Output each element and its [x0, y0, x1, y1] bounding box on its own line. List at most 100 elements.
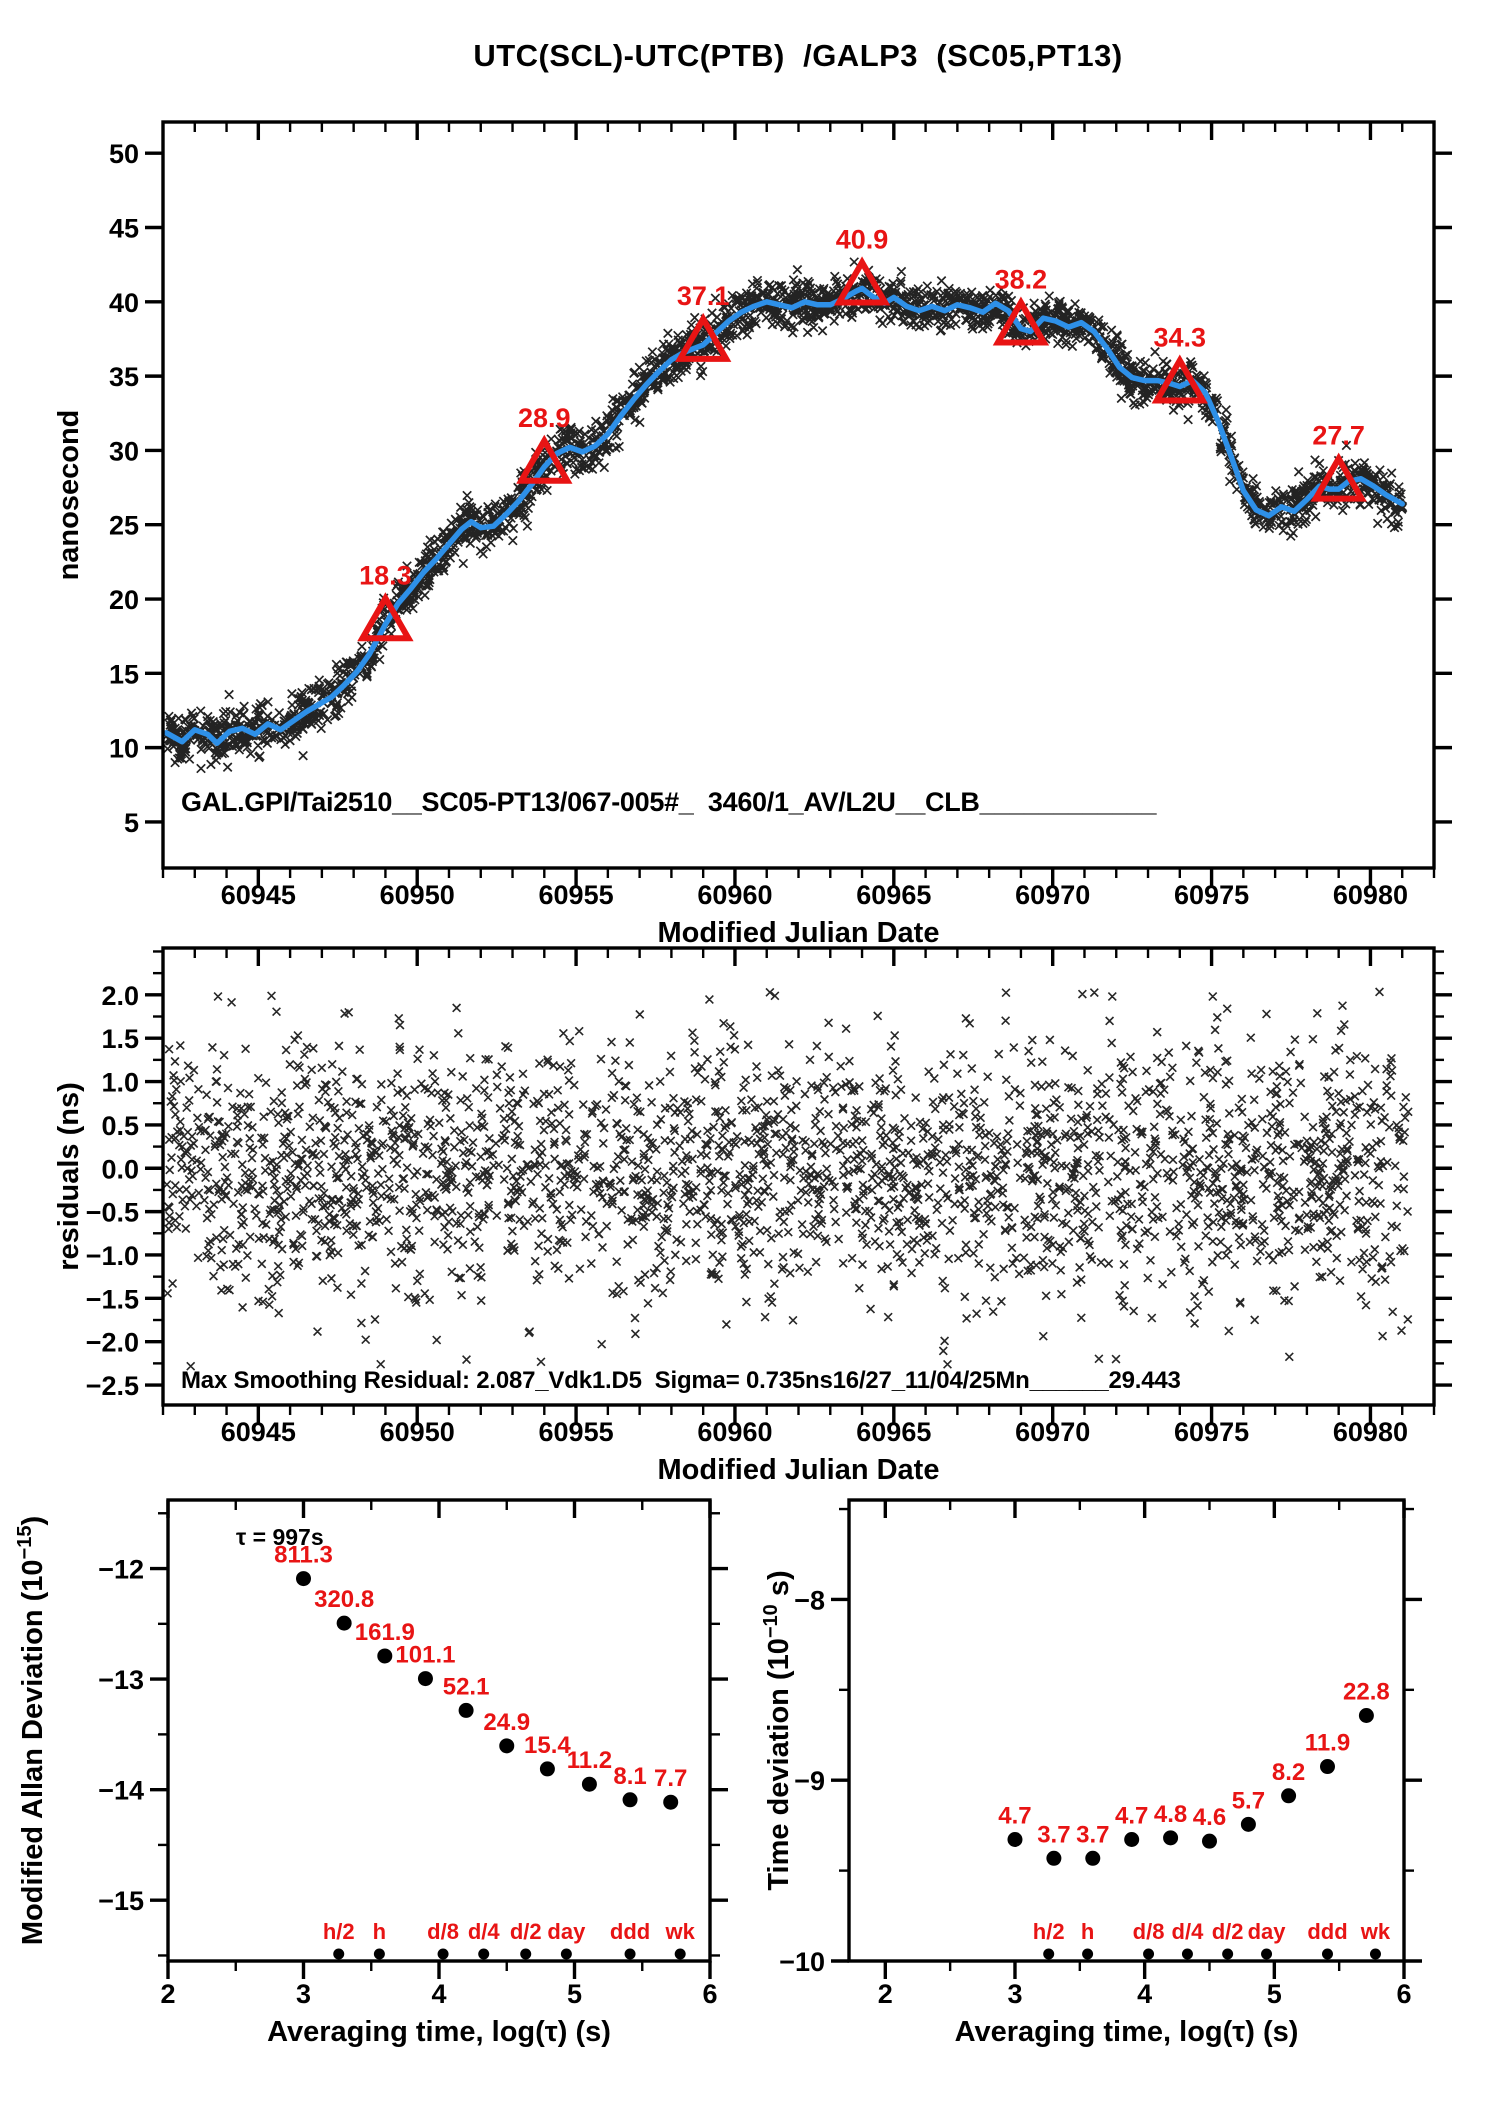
- x-tick-label: 6: [1396, 1979, 1411, 2009]
- y-tick-label: 1.0: [101, 1068, 139, 1098]
- residual-scatter-points: [162, 987, 1413, 1371]
- tdev-plot: 2 3 4 5 6−8−9−10h/2 h d/8 d/4 d/2 day ddd wk4.73.7 3…: [760, 1498, 1422, 2048]
- time-mark-label: d/8: [1133, 1919, 1165, 1944]
- x-tick-label: 60960: [697, 1417, 772, 1447]
- time-mark-label: ddd: [610, 1919, 650, 1944]
- deviation-point: [1358, 1708, 1374, 1724]
- axis-tick-labels: 60945 60950 60955 60960 60965 60970 60975 60980…: [86, 981, 1408, 1447]
- y-axis-title: nanosecond: [53, 410, 85, 581]
- time-mark-dot: [560, 1948, 572, 1960]
- deviation-point: [1240, 1816, 1256, 1832]
- deviation-point: [417, 1671, 433, 1687]
- deviation-points: 4.73.7 3.74.7 4.8 4.65.78.211.922.8: [998, 1679, 1390, 1866]
- time-mark-dot: [373, 1948, 385, 1960]
- time-mark-label: h: [373, 1919, 386, 1944]
- point-value-label: 4.7: [1115, 1802, 1148, 1829]
- x-tick-label: 60945: [221, 880, 296, 910]
- x-tick-label: 2: [160, 1979, 175, 2009]
- time-mark-label: d/2: [510, 1919, 542, 1944]
- y-tick-label: −8: [794, 1585, 825, 1615]
- triangle-marker: [992, 296, 1050, 346]
- y-tick-label: −0.5: [86, 1198, 139, 1228]
- deviation-point: [1201, 1833, 1217, 1849]
- y-tick-label: 1.5: [101, 1024, 139, 1054]
- x-tick-label: 60970: [1015, 1417, 1090, 1447]
- x-tick-label: 5: [1267, 1979, 1282, 2009]
- time-mark-label: ddd: [1307, 1919, 1347, 1944]
- x-axis-title: Modified Julian Date: [658, 1454, 940, 1486]
- triangle-marker: [357, 592, 414, 642]
- time-mark-dot: [1043, 1948, 1055, 1960]
- point-value-label: 4.7: [998, 1802, 1031, 1829]
- x-tick-label: 4: [431, 1979, 446, 2009]
- residuals-plot: 60945 60950 60955 60960 60965 60970 60975 60980…: [53, 946, 1452, 1486]
- x-tick-label: 60975: [1174, 1417, 1249, 1447]
- point-value-label: 7.7: [654, 1765, 687, 1792]
- marker-value-label: 38.2: [995, 265, 1048, 295]
- time-mark-dot: [1321, 1948, 1333, 1960]
- axis-ticks: [150, 1500, 728, 1979]
- time-marks: h/2 h d/8 d/4 d/2 day ddd wk: [323, 1919, 696, 1960]
- point-value-label: 24.9: [483, 1709, 530, 1736]
- y-tick-label: 0.5: [101, 1111, 139, 1141]
- time-mark-dot: [624, 1948, 636, 1960]
- y-tick-label: −9: [794, 1766, 825, 1796]
- time-marks: h/2 h d/8 d/4 d/2 day ddd wk: [1033, 1919, 1391, 1960]
- x-tick-label: 2: [878, 1979, 893, 2009]
- x-tick-label: 60950: [380, 880, 455, 910]
- point-value-label: 320.8: [314, 1586, 374, 1613]
- marker-value-label: 18.3: [359, 560, 412, 590]
- deviation-point: [1281, 1788, 1297, 1804]
- point-value-label: 4.6: [1193, 1804, 1226, 1831]
- x-tick-label: 60955: [539, 880, 614, 910]
- time-mark-label: day: [1248, 1919, 1287, 1944]
- x-tick-label: 60945: [221, 1417, 296, 1447]
- time-mark-label: h/2: [1033, 1919, 1065, 1944]
- time-mark-dot: [437, 1948, 449, 1960]
- x-tick-label: 4: [1137, 1979, 1152, 2009]
- y-tick-label: −14: [98, 1776, 144, 1806]
- point-value-label: 22.8: [1343, 1679, 1390, 1706]
- time-mark-label: h: [1081, 1919, 1094, 1944]
- y-tick-label: 15: [109, 659, 139, 689]
- y-tick-label: 45: [109, 214, 139, 244]
- triangle-marker: [674, 312, 732, 362]
- mdev-plot: 2 3 4 5 6 −12 −13 −14 −15 h/2 h d/8 d/4 d/2 day ddd wk 81…: [14, 1498, 728, 2048]
- time-mark-label: d/4: [468, 1919, 501, 1944]
- time-mark-label: d/8: [427, 1919, 459, 1944]
- deviation-point: [539, 1761, 555, 1777]
- x-tick-label: 3: [1007, 1979, 1022, 2009]
- x-tick-label: 60955: [539, 1417, 614, 1447]
- time-mark-dot: [478, 1948, 490, 1960]
- time-mark-dot: [1261, 1948, 1273, 1960]
- triangle-marker: [1310, 452, 1367, 502]
- x-tick-label: 60965: [856, 880, 931, 910]
- y-tick-label: −13: [98, 1665, 144, 1695]
- y-tick-label: −1.5: [86, 1284, 139, 1314]
- residuals-plot-annotation: Max Smoothing Residual: 2.087_Vdk1.D5 Si…: [181, 1367, 1181, 1394]
- axis-tick-labels: 60945 60950 60955 60960 60965 60970 60975 60980…: [109, 139, 1408, 910]
- deviation-point: [622, 1792, 638, 1808]
- marker-value-label: 40.9: [836, 224, 889, 254]
- marker-value-label: 28.9: [518, 403, 571, 433]
- y-tick-label: 20: [109, 585, 139, 615]
- y-axis-title: Modified Allan Deviation (10−15): [14, 1516, 49, 1945]
- triangle-marker: [1151, 354, 1208, 404]
- phase-scatter-points: [162, 257, 1408, 774]
- point-value-label: 8.1: [613, 1763, 646, 1790]
- point-value-label: 11.2: [567, 1747, 612, 1774]
- point-value-label: 52.1: [443, 1673, 490, 1700]
- deviation-point: [377, 1648, 393, 1664]
- time-mark-dot: [520, 1948, 532, 1960]
- x-tick-label: 60980: [1333, 1417, 1408, 1447]
- plot-frame: [161, 120, 1436, 870]
- daily-markers: 18.3 28.9 37.1 40.9 38.2 34.3 27.7: [357, 224, 1367, 642]
- deviation-point: [663, 1794, 679, 1810]
- deviation-point: [1085, 1850, 1101, 1866]
- x-tick-label: 60965: [856, 1417, 931, 1447]
- plot-frame: [166, 1498, 712, 1963]
- time-mark-label: h/2: [323, 1919, 355, 1944]
- y-tick-label: −1.0: [86, 1241, 139, 1271]
